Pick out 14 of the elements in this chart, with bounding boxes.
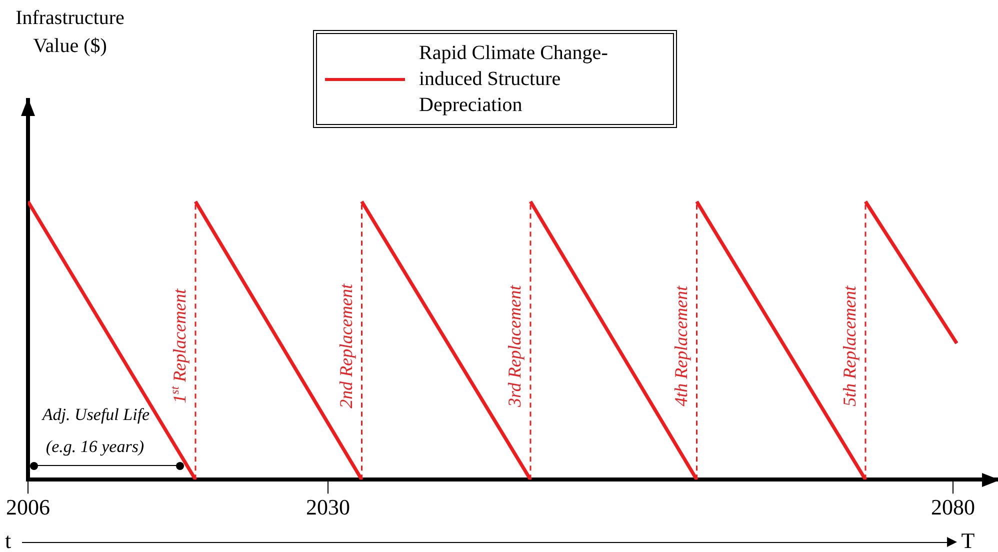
text: T — [961, 528, 976, 552]
annotation: (e.g. 16 years) — [46, 437, 144, 456]
ref-line-label: 2nd Replacement — [336, 282, 356, 408]
text: t — [4, 528, 12, 552]
ref-line-label: 4th Replacement — [670, 284, 691, 406]
ref-line-label: 1st Replacement — [168, 288, 190, 404]
legend-label: Rapid Climate Change-induced Structure Depreciation — [419, 41, 609, 118]
x-tick-label: 2030 — [306, 494, 350, 520]
text: Infrastructure Value ($) — [14, 6, 126, 59]
annotation: Adj. Useful Life — [41, 405, 150, 424]
x-tick-label: 2080 — [931, 494, 975, 520]
ref-line-label: 3rd Replacement — [504, 284, 524, 408]
x-tick-label: 2006 — [6, 494, 50, 520]
ref-line-label: 5th Replacement — [840, 284, 860, 406]
